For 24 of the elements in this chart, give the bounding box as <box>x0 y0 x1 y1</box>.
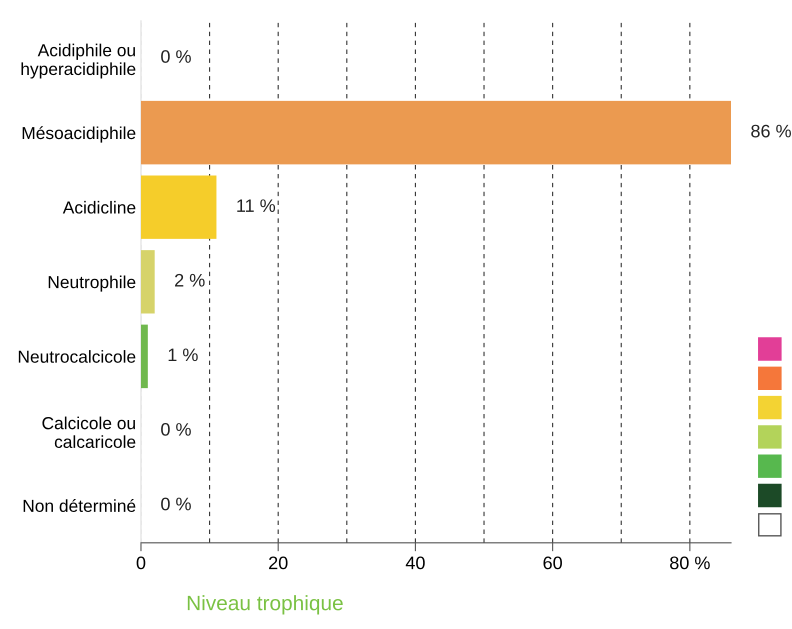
data-label: 0 % <box>161 423 191 436</box>
data-label: 1 % <box>168 348 198 362</box>
data-label: 0 % <box>161 50 191 63</box>
y-tick-label: Acidicline <box>62 200 136 214</box>
y-tick-label: Neutrocalcicole <box>18 350 136 363</box>
data-label: 86 % <box>751 124 791 138</box>
y-tick-label: Mésoacidiphile <box>22 126 136 143</box>
x-tick-label: 20 <box>269 556 288 570</box>
x-tick-label: 40 <box>406 556 425 570</box>
x-axis-title: Niveau trophique <box>188 595 343 614</box>
data-label: 11 % <box>237 199 276 212</box>
x-tick-label: 60 <box>544 556 562 570</box>
data-label: 2 % <box>175 274 205 287</box>
y-tick-label: Calcicole ou calcaricole <box>42 416 136 448</box>
bar <box>140 250 155 314</box>
bar <box>140 324 148 388</box>
data-label: 0 % <box>161 498 191 510</box>
bar <box>140 100 732 164</box>
bar <box>140 176 216 239</box>
x-tick-label: 0 <box>136 556 146 570</box>
y-tick-label: Neutrophile <box>48 276 136 292</box>
x-tick-label: 80 % <box>670 556 710 570</box>
y-tick-label: Non déterminé <box>24 499 136 512</box>
y-tick-label: Acidiphile ou hyperacidiphile <box>22 44 136 79</box>
